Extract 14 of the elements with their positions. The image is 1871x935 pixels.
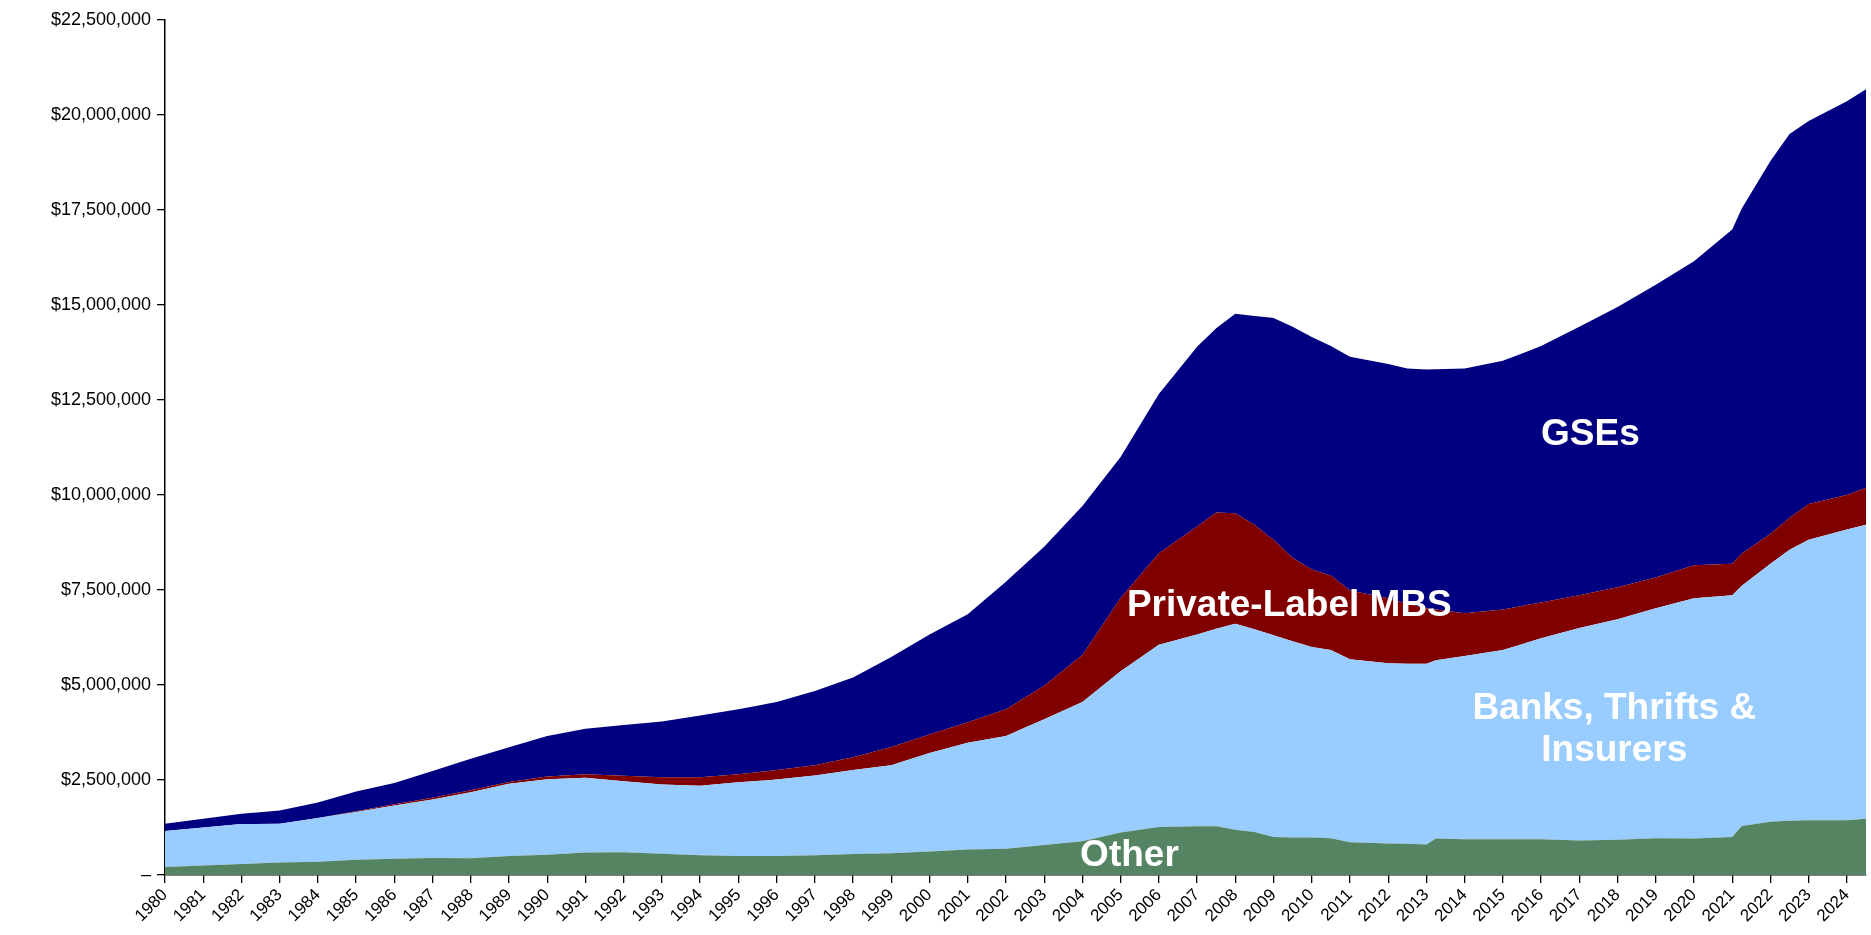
y-tick-label: $7,500,000 (60, 578, 151, 599)
y-tick-label: $22,500,000 (50, 8, 151, 29)
y-tick-label: $5,000,000 (60, 673, 151, 694)
series-label: Banks, Thrifts & Insurers (1472, 685, 1757, 769)
y-tick-label: $15,000,000 (50, 293, 151, 314)
y-tick-label: $17,500,000 (50, 198, 151, 219)
series-label: Private-Label MBS (1126, 582, 1452, 624)
y-tick-label: $2,500,000 (60, 768, 151, 789)
series-label: Other (1080, 833, 1179, 875)
y-tick-label: $10,000,000 (50, 483, 151, 504)
y-tick-label: – (140, 863, 151, 884)
y-tick-label: $12,500,000 (50, 388, 151, 409)
y-tick-label: $20,000,000 (50, 103, 151, 124)
series-label: GSEs (1541, 411, 1640, 453)
